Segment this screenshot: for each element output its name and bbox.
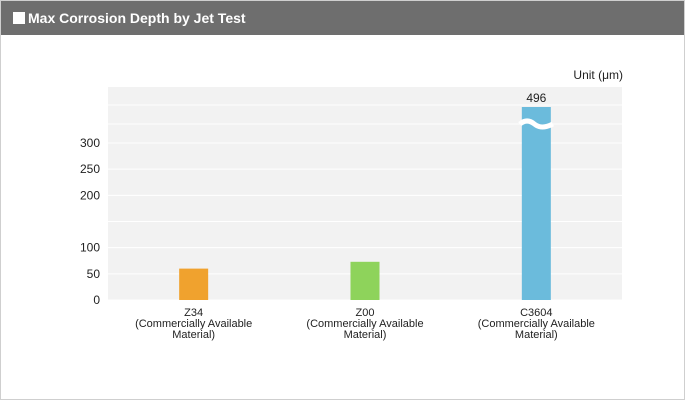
y-tick-label: 0 bbox=[93, 293, 100, 307]
x-tick-label: Material) bbox=[172, 329, 215, 341]
axis-break-mark bbox=[518, 118, 555, 130]
x-tick-label: (Commercially Available bbox=[306, 318, 423, 330]
x-tick-label: (Commercially Available bbox=[478, 318, 595, 330]
unit-label: Unit (μm) bbox=[573, 68, 623, 82]
bar bbox=[521, 107, 551, 300]
chart-header: Max Corrosion Depth by Jet Test bbox=[1, 1, 684, 35]
x-tick-label: Z00 bbox=[356, 307, 375, 319]
square-bullet-icon bbox=[13, 12, 25, 24]
x-tick-label: Z34 bbox=[184, 307, 203, 319]
x-tick-label: C3604 bbox=[520, 307, 552, 319]
bar bbox=[350, 261, 380, 300]
y-tick-label: 100 bbox=[80, 241, 100, 255]
x-tick-label: (Commercially Available bbox=[135, 318, 252, 330]
bar bbox=[179, 268, 209, 300]
y-tick-label: 200 bbox=[80, 188, 100, 202]
bar-value-label: 496 bbox=[526, 91, 546, 105]
y-tick-label: 50 bbox=[87, 267, 101, 281]
y-tick-label: 250 bbox=[80, 162, 100, 176]
y-tick-label: 300 bbox=[80, 136, 100, 150]
chart-title: Max Corrosion Depth by Jet Test bbox=[28, 10, 246, 26]
x-tick-label: Material) bbox=[515, 329, 558, 341]
x-tick-label: Material) bbox=[344, 329, 387, 341]
